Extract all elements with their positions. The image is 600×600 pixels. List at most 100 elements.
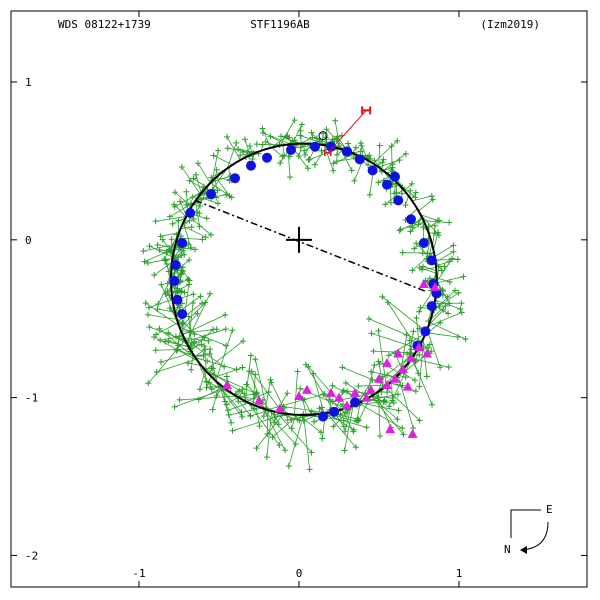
residual-line — [262, 408, 286, 451]
observation-point — [323, 126, 330, 133]
observation-point — [279, 153, 286, 160]
residual-line — [197, 162, 211, 184]
observation-point — [237, 152, 244, 159]
residual-line — [434, 245, 454, 257]
observation-point — [319, 435, 326, 442]
residual-line — [160, 232, 180, 237]
observation-point — [263, 454, 270, 461]
observation-point — [253, 445, 260, 452]
observation-point — [190, 291, 197, 298]
residual-line — [419, 267, 437, 274]
residual-line — [184, 338, 225, 368]
observation-point — [350, 428, 357, 435]
observation-point — [355, 383, 362, 390]
residual-line — [211, 150, 219, 182]
observation-point — [416, 383, 423, 390]
observation-point — [145, 304, 152, 311]
observation-point — [416, 264, 423, 271]
residual-line — [216, 386, 224, 396]
observation-point — [191, 331, 198, 338]
observation-point — [394, 137, 401, 144]
speckle-point — [177, 308, 188, 319]
observation-point — [144, 260, 151, 267]
observation-point — [202, 346, 209, 353]
observation-point — [202, 234, 209, 241]
observation-point — [252, 356, 259, 363]
observation-point — [267, 133, 274, 140]
other-point — [334, 392, 344, 402]
residual-line — [341, 409, 354, 432]
residual-line — [172, 217, 186, 225]
observation-point — [385, 352, 392, 359]
residual-line — [305, 364, 335, 412]
observation-point — [426, 275, 433, 282]
observation-point — [291, 117, 298, 124]
observation-point — [269, 434, 276, 441]
observation-point — [399, 382, 406, 389]
observation-point — [247, 352, 254, 359]
observation-point — [306, 156, 313, 163]
residual-line — [276, 411, 312, 453]
observation-point — [363, 424, 370, 431]
observation-point — [146, 243, 153, 250]
residual-line — [195, 357, 237, 370]
observation-point — [424, 250, 431, 257]
observation-point — [450, 248, 457, 255]
observation-point — [271, 419, 278, 426]
residual-line — [210, 182, 232, 198]
observation-point — [399, 249, 406, 256]
observation-point — [436, 303, 443, 310]
observation-point — [177, 198, 184, 205]
observation-point — [329, 136, 336, 143]
observation-point — [238, 409, 245, 416]
residual-line — [265, 379, 271, 410]
speckle-point — [326, 141, 336, 152]
observation-point — [259, 125, 266, 132]
residual-line — [429, 322, 466, 340]
other-point — [326, 387, 336, 397]
observation-point — [333, 151, 340, 158]
residual-line — [400, 334, 408, 373]
observation-point — [141, 258, 148, 265]
other-point — [254, 395, 264, 405]
speckle-point — [185, 207, 196, 218]
other-point — [390, 373, 400, 383]
observation-point — [170, 201, 177, 208]
observation-point — [382, 201, 389, 208]
observation-point — [202, 299, 209, 306]
residual-line — [370, 371, 397, 378]
observation-point — [402, 150, 409, 157]
observation-point — [308, 129, 315, 136]
residual-line — [174, 303, 183, 310]
residual-line — [252, 374, 256, 405]
observation-point — [402, 202, 409, 209]
observation-point — [278, 133, 285, 140]
observation-point — [168, 236, 175, 243]
observation-point — [420, 224, 427, 231]
observation-point — [192, 171, 199, 178]
speckle-point — [367, 165, 378, 176]
observation-point — [199, 300, 206, 307]
observation-point — [399, 425, 406, 432]
residual-line — [383, 153, 407, 171]
other-point — [361, 392, 372, 402]
other-point — [406, 353, 416, 363]
residual-line — [147, 314, 177, 320]
reference-circle — [318, 131, 328, 141]
observation-point — [379, 293, 386, 300]
residual-line — [314, 145, 328, 166]
observation-point — [344, 409, 351, 416]
other-point — [385, 424, 396, 434]
speckle-point — [310, 141, 320, 152]
other-point — [418, 279, 429, 289]
observation-point — [370, 348, 377, 355]
residual-line — [420, 214, 438, 221]
observation-point — [165, 329, 172, 336]
residual-line — [182, 314, 226, 335]
other-point — [422, 348, 432, 358]
residual-line — [389, 176, 392, 203]
speckle-point — [350, 397, 360, 408]
observation-point — [393, 189, 400, 196]
observation-point — [394, 391, 401, 398]
